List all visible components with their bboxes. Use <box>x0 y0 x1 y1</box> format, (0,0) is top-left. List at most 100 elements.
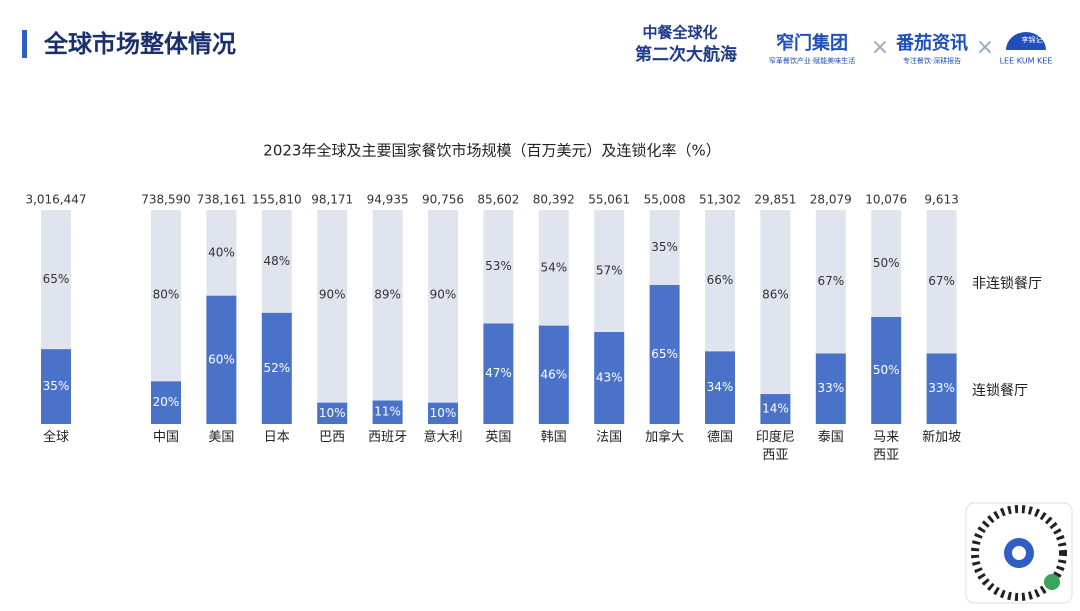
logo-text: LEE KUM KEE <box>1000 57 1053 66</box>
logo-text: 李锦记 <box>1022 35 1043 44</box>
value-label: 57% <box>596 263 623 277</box>
bar-segment <box>206 295 237 424</box>
bar-segment <box>261 312 292 424</box>
value-label: 35% <box>43 379 70 393</box>
bar-segment <box>594 210 625 332</box>
x-tick-label: 意大利 <box>423 430 463 445</box>
logo-text: 窄革餐饮产业·赋能美味生活 <box>769 56 855 65</box>
total-label: 80,392 <box>533 193 575 207</box>
value-label: 46% <box>540 367 567 381</box>
bar-segment <box>428 402 458 424</box>
total-label: 90,756 <box>422 193 464 207</box>
bar-segment <box>372 400 403 424</box>
bar-segment <box>705 210 735 352</box>
bar-segment <box>649 210 680 285</box>
value-label: 65% <box>651 347 678 361</box>
bar-segment <box>428 210 458 403</box>
total-label: 29,851 <box>754 193 796 207</box>
logo-text: 中餐全球化 <box>642 24 717 42</box>
x-tick-label: 韩国 <box>540 430 567 445</box>
value-label: 48% <box>263 254 290 268</box>
bar-segment <box>41 349 71 424</box>
bar-segment <box>871 317 902 424</box>
bar-segment <box>594 331 625 424</box>
value-label: 66% <box>707 273 734 287</box>
total-label: 98,171 <box>311 193 353 207</box>
bar-segment <box>871 210 902 317</box>
value-label: 35% <box>651 240 678 254</box>
value-label: 54% <box>540 260 567 274</box>
logo-text: 番茄资讯 <box>895 32 968 54</box>
x-tick-label: 德国 <box>706 430 733 445</box>
separator: × <box>976 35 994 60</box>
total-label: 3,016,447 <box>25 193 86 207</box>
bar-segment <box>538 210 569 326</box>
total-label: 55,061 <box>588 193 630 207</box>
x-tick-label: 西班牙 <box>368 430 408 445</box>
x-tick-label: 新加坡 <box>922 430 962 445</box>
x-tick-label: 加拿大 <box>645 430 685 445</box>
value-label: 33% <box>928 381 955 395</box>
total-label: 738,590 <box>141 193 191 207</box>
x-tick-label: 日本 <box>263 430 290 445</box>
bar-segment <box>261 210 292 313</box>
legend-label: 非连锁餐厅 <box>972 276 1042 292</box>
legend-label: 连锁餐厅 <box>972 383 1028 399</box>
separator: × <box>871 35 889 60</box>
total-label: 738,161 <box>197 193 247 207</box>
total-label: 155,810 <box>252 193 302 207</box>
bar-segment <box>151 381 181 424</box>
bar-segment <box>926 353 957 424</box>
bar-segment <box>483 210 514 324</box>
x-tick-label: 中国 <box>152 430 179 445</box>
value-label: 14% <box>762 402 789 416</box>
slide-title: 全球市场整体情况 <box>43 30 236 58</box>
value-label: 67% <box>928 274 955 288</box>
value-label: 90% <box>430 288 457 302</box>
logo-text: 窄门集团 <box>776 32 848 54</box>
total-label: 9,613 <box>924 193 958 207</box>
value-label: 10% <box>319 406 346 420</box>
title-accent <box>22 30 27 58</box>
x-tick-label: 泰国 <box>817 430 844 445</box>
total-label: 94,935 <box>367 193 409 207</box>
value-label: 43% <box>596 370 623 384</box>
bar-segment <box>151 210 181 382</box>
x-tick-label: 巴西 <box>319 430 346 445</box>
x-tick-label: 美国 <box>208 430 235 445</box>
x-tick-label: 全球 <box>42 430 69 445</box>
value-label: 60% <box>208 352 235 366</box>
x-tick-label: 印度尼 西亚 <box>755 430 795 463</box>
bar-segment <box>815 210 846 354</box>
value-label: 89% <box>374 288 401 302</box>
chart-title: 2023年全球及主要国家餐饮市场规模（百万美元）及连锁化率（%） <box>263 142 720 160</box>
value-label: 65% <box>43 272 70 286</box>
logo-text: 第二次大航海 <box>635 44 737 65</box>
value-label: 86% <box>762 288 789 302</box>
bar-segment <box>317 210 348 403</box>
value-label: 10% <box>430 406 457 420</box>
total-label: 28,079 <box>810 193 852 207</box>
value-label: 50% <box>873 256 900 270</box>
x-tick-label: 法国 <box>596 430 623 445</box>
value-label: 90% <box>319 288 346 302</box>
bar-segment <box>760 394 791 424</box>
value-label: 20% <box>153 395 180 409</box>
bar-segment <box>760 210 791 395</box>
value-label: 11% <box>374 405 401 419</box>
total-label: 51,302 <box>699 193 741 207</box>
total-label: 10,076 <box>865 193 907 207</box>
logo-icon <box>1006 32 1046 50</box>
x-tick-label: 英国 <box>485 430 512 445</box>
bar-segment <box>815 353 846 424</box>
bar-segment <box>538 325 569 424</box>
bar-segment <box>483 323 514 424</box>
bar-segment <box>317 402 348 424</box>
bar-segment <box>926 210 957 354</box>
bar-segment <box>705 351 735 424</box>
bar-segment <box>41 210 71 350</box>
value-label: 52% <box>263 361 290 375</box>
total-label: 85,602 <box>477 193 519 207</box>
